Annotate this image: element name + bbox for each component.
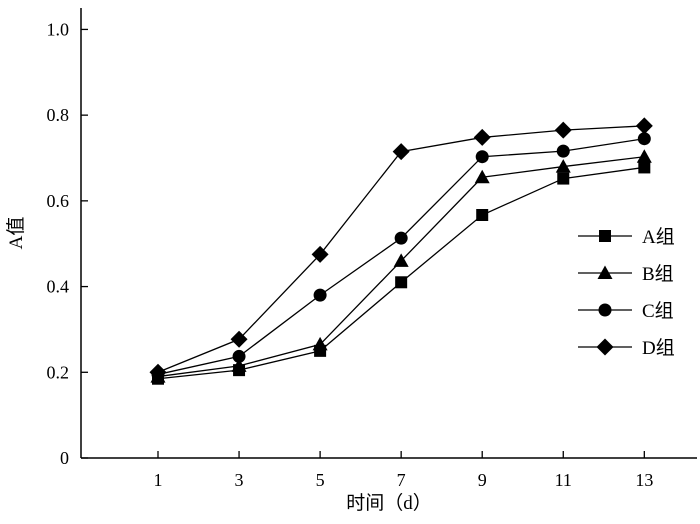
data-point-series-2 [636, 149, 652, 163]
data-point-series-4 [473, 128, 491, 146]
data-point-series-4 [149, 363, 167, 381]
data-point-series-3 [232, 349, 246, 363]
data-point-series-4 [392, 143, 410, 161]
legend-marker-4 [596, 338, 614, 356]
legend-marker-2 [597, 265, 613, 279]
data-point-series-3 [313, 288, 327, 302]
x-tick-label: 9 [478, 470, 487, 490]
data-point-series-3 [637, 132, 651, 146]
x-tick-label: 3 [235, 470, 244, 490]
data-point-series-4 [311, 245, 329, 263]
y-tick-label: 0.2 [47, 362, 70, 382]
data-point-series-3 [475, 150, 489, 164]
data-point-series-4 [554, 121, 572, 139]
data-point-series-3 [556, 144, 570, 158]
y-tick-label: 0 [60, 448, 69, 468]
data-point-series-2 [231, 358, 247, 372]
data-point-series-3 [394, 231, 408, 245]
data-point-series-4 [230, 330, 248, 348]
y-tick-label: 1.0 [47, 19, 70, 39]
data-point-series-2 [393, 253, 409, 267]
series-line-1 [157, 166, 645, 380]
data-point-series-4 [635, 117, 653, 135]
x-tick-label: 13 [635, 470, 653, 490]
legend-label-3: C组 [642, 300, 674, 322]
legend-marker-3 [598, 303, 612, 317]
data-point-series-1 [395, 276, 408, 289]
x-tick-label: 5 [316, 470, 325, 490]
y-axis-label: A值 [5, 217, 27, 250]
data-point-series-2 [474, 169, 490, 184]
data-point-series-1 [476, 209, 489, 221]
x-tick-label: 11 [555, 470, 572, 490]
y-tick-label: 0.4 [47, 277, 70, 297]
x-axis-label: 时间（d） [346, 492, 432, 514]
series-line-4 [157, 125, 645, 373]
data-point-series-2 [555, 159, 571, 173]
legend-label-4: D组 [642, 337, 675, 359]
x-tick-label: 1 [154, 470, 163, 490]
y-tick-label: 0.8 [47, 105, 70, 125]
legend-label-2: B组 [642, 263, 674, 285]
x-tick-label: 7 [397, 470, 406, 490]
legend-label-1: A组 [642, 226, 675, 248]
legend-marker-1 [599, 230, 611, 242]
data-point-series-1 [638, 161, 651, 174]
data-point-series-1 [557, 172, 570, 185]
y-tick-label: 0.6 [47, 191, 70, 211]
data-point-series-2 [312, 336, 328, 351]
